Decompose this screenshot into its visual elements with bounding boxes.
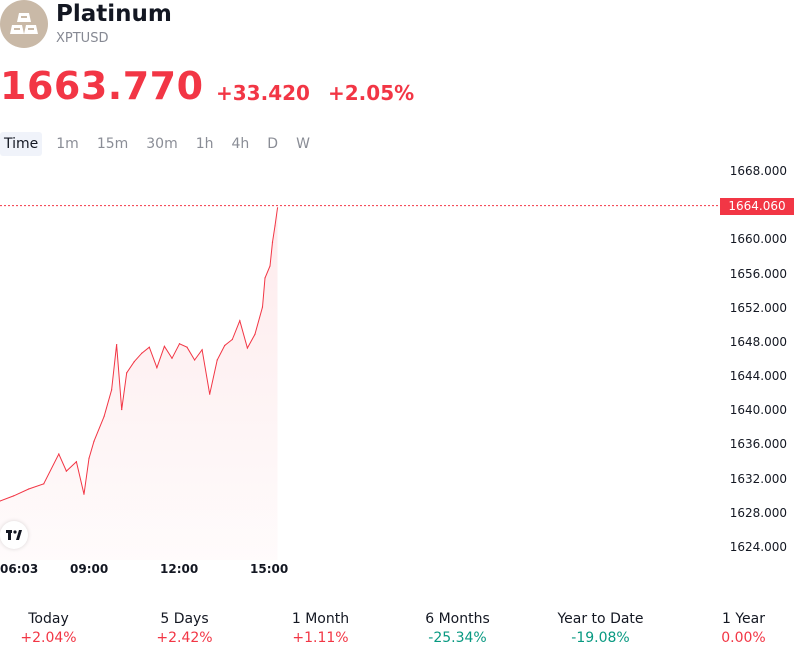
tab-1m[interactable]: 1m [56,136,79,152]
data-point [88,457,90,459]
tab-4h[interactable]: 4h [231,136,250,152]
data-point [269,265,271,267]
perf-1-month[interactable]: 1 Month +1.11% [254,611,387,646]
perf-value: +1.11% [292,630,349,646]
tab-w[interactable]: W [296,136,310,152]
tab-30m[interactable]: 30m [146,136,178,152]
data-point [83,493,85,495]
data-point [121,408,123,411]
y-tick-label: 1636.000 [729,437,787,452]
x-tick-label: 12:00 [160,562,199,576]
timeframe-tabs: Time 1m 15m 30m 1h 4h D W [0,132,319,156]
data-point [0,500,1,502]
price-change-percent: +2.05% [328,81,415,105]
x-tick-label: 15:00 [250,562,289,576]
data-point [126,372,128,374]
data-point [116,344,118,346]
data-point [12,495,15,497]
data-point [209,393,211,395]
perf-5-days[interactable]: 5 Days +2.42% [118,611,251,646]
data-point [156,367,158,369]
y-tick-label: 1628.000 [729,505,787,520]
tradingview-logo-icon[interactable] [0,521,28,549]
tab-d[interactable]: D [267,136,279,152]
data-point [274,225,276,227]
data-point [261,306,264,308]
tab-1h[interactable]: 1h [195,136,214,152]
y-tick-label: 1640.000 [729,403,787,418]
asset-title: Platinum [56,1,172,27]
perf-label: Today [28,611,69,627]
data-point [239,320,241,322]
perf-label: Year to Date [557,611,644,627]
perf-value: -25.34% [428,630,487,646]
data-point [58,453,60,455]
perf-label: 5 Days [160,611,209,627]
data-point [231,338,233,341]
tab-time[interactable]: Time [0,132,43,156]
x-tick-label: 09:00 [70,562,109,576]
data-point [254,333,256,335]
data-point [65,470,67,472]
data-point [163,345,166,347]
data-point [276,207,279,209]
asset-ticker: XPTUSD [56,31,109,46]
y-tick-label: 1660.000 [729,232,787,247]
y-tick-label: 1624.000 [729,540,787,554]
perf-value: +2.42% [156,630,213,646]
last-price-badge: 1664.060 [720,198,794,215]
price-area-fill [0,207,278,560]
perf-1-year[interactable]: 1 Year 0.00% [677,611,800,646]
price-chart[interactable] [0,160,720,560]
y-tick-label: 1644.000 [729,369,787,384]
perf-value: 0.00% [721,630,766,646]
data-point [246,347,248,349]
y-tick-label: 1632.000 [729,471,787,486]
data-point [75,461,78,463]
data-point [43,483,45,485]
y-tick-label: 1648.000 [729,334,787,349]
price-line [0,207,278,502]
x-tick-label: 06:03 [0,562,39,576]
data-point [193,359,196,361]
data-point [93,440,95,442]
data-point [216,359,218,361]
perf-value: +2.04% [20,630,77,646]
data-point [178,343,181,345]
y-tick-label: 1656.000 [729,266,787,281]
perf-today[interactable]: Today +2.04% [0,611,115,646]
perf-value: -19.08% [571,630,630,646]
perf-label: 6 Months [425,611,490,627]
y-tick-label: 1652.000 [729,300,787,315]
data-point [28,488,30,490]
gold-bars-icon [0,0,48,48]
data-point [264,277,266,279]
data-point [201,349,203,351]
price-change: +33.420 [216,81,310,105]
current-price: 1663.770 [0,64,204,108]
y-tick-label: 1668.000 [729,164,787,178]
data-point [148,346,150,348]
perf-year-to-date[interactable]: Year to Date -19.08% [534,611,667,646]
data-point [271,241,274,243]
data-point [171,357,173,359]
data-point [111,389,113,391]
perf-label: 1 Year [722,611,765,627]
data-point [141,352,143,354]
tab-15m[interactable]: 15m [96,136,129,152]
data-point [224,344,226,347]
data-point [133,361,135,363]
perf-6-months[interactable]: 6 Months -25.34% [391,611,524,646]
data-point [103,415,105,417]
data-point [186,346,188,348]
perf-label: 1 Month [291,611,350,627]
